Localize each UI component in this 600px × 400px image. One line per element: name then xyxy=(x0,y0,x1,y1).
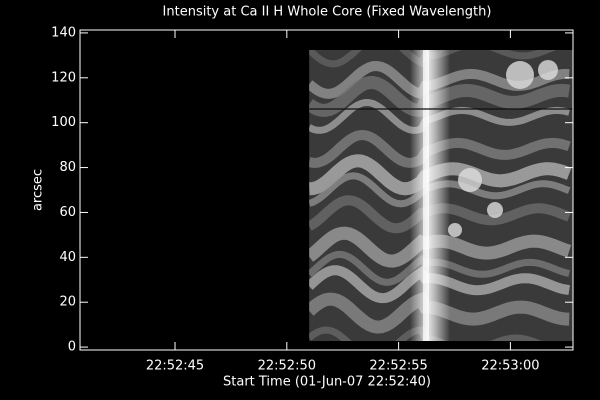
x-tick-label: 22:52:55 xyxy=(369,359,427,374)
x-axis-label: Start Time (01-Jun-07 22:52:40) xyxy=(223,375,431,390)
x-tick-label: 22:53:00 xyxy=(481,359,539,374)
texture-blob xyxy=(448,223,462,237)
texture-core xyxy=(423,49,429,342)
texture-core xyxy=(410,49,450,342)
y-tick-label: 40 xyxy=(59,250,76,265)
y-tick-label: 120 xyxy=(51,70,76,85)
texture-blob xyxy=(487,202,503,218)
plot-frame xyxy=(79,29,574,351)
y-tick-label: 140 xyxy=(51,25,76,40)
texture-band xyxy=(309,326,542,342)
y-tick-label: 20 xyxy=(59,295,76,310)
texture-blob xyxy=(506,61,534,89)
y-tick-label: 100 xyxy=(51,115,76,130)
texture-blob xyxy=(458,168,482,192)
chart-title: Intensity at Ca II H Whole Core (Fixed W… xyxy=(163,5,492,20)
image-texture xyxy=(309,49,572,342)
x-tick-label: 22:52:50 xyxy=(258,359,316,374)
y-axis-label: arcsec xyxy=(31,169,46,211)
y-tick-label: 60 xyxy=(59,205,76,220)
y-tick-label: 0 xyxy=(68,340,76,355)
texture-blob xyxy=(538,60,558,80)
x-tick-label: 22:52:45 xyxy=(146,359,204,374)
y-tick-label: 80 xyxy=(59,160,76,175)
